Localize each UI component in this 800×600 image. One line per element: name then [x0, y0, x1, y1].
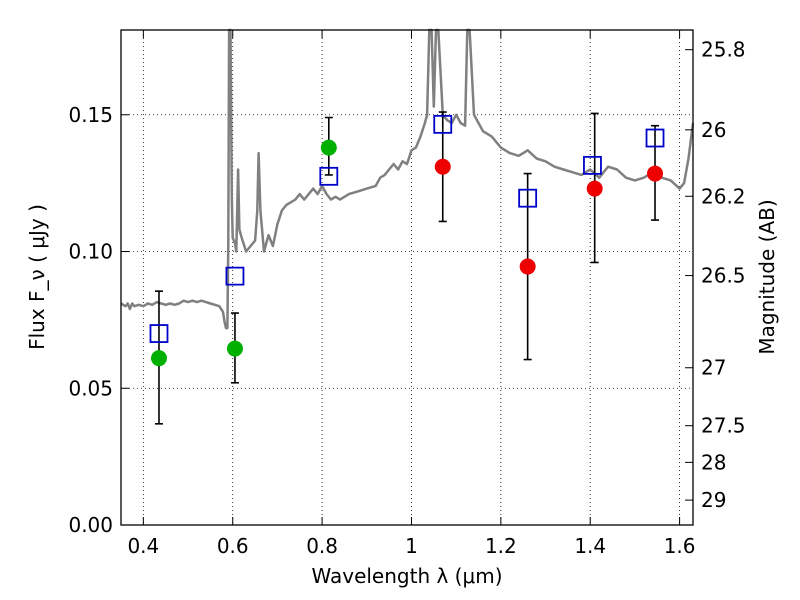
y2-axis-label: Magnitude (AB) [755, 199, 779, 354]
model-photometry-squares [149, 114, 665, 343]
x-tick-label: 1 [405, 534, 418, 558]
model-photometry-point [645, 128, 665, 148]
data-point [320, 139, 337, 156]
data-point [434, 158, 451, 175]
model-photometry-point [319, 166, 339, 186]
model-photometry-point [583, 155, 602, 175]
y2-tick-label: 27 [701, 356, 726, 380]
data-point [586, 180, 603, 197]
x-tick-label: 0.8 [306, 534, 338, 558]
plot-frame [120, 29, 694, 526]
data-point [647, 165, 664, 182]
data-point [226, 340, 243, 357]
y-tick-label: 0.00 [68, 513, 113, 537]
y2-tick-label: 27.5 [701, 414, 746, 438]
observed-photometry-points [150, 139, 664, 367]
x-tick-label: 0.4 [127, 534, 159, 558]
y2-tick-label: 28 [701, 450, 726, 474]
grid [121, 30, 693, 525]
y-tick-label: 0.15 [68, 103, 113, 127]
model-photometry-point [433, 114, 453, 134]
model-photometry-point [225, 266, 245, 286]
x-tick-label: 1.4 [574, 534, 606, 558]
model-spectrum [120, 28, 695, 330]
model-photometry-point [518, 188, 538, 208]
model-photometry-point [149, 324, 169, 343]
axis-ticks [121, 30, 693, 526]
y2-tick-label: 26.5 [701, 264, 746, 288]
y-tick-label: 0.05 [68, 376, 113, 400]
y-tick-label: 0.10 [68, 240, 113, 264]
x-tick-label: 0.6 [217, 534, 249, 558]
axis-tick-labels: 0.4 0.6 0.8 1 1.2 1.4 1.6 0.00 0.05 0.10 0.15 25.8 2… [68, 38, 745, 558]
x-axis-label: Wavelength λ (μm) [311, 564, 502, 588]
y2-tick-label: 26.2 [701, 184, 746, 208]
x-tick-label: 1.6 [664, 534, 696, 558]
x-tick-label: 1.2 [485, 534, 517, 558]
data-point [519, 258, 536, 275]
y-axis-label: Flux F_ν ( μJy ) [25, 204, 49, 350]
y2-tick-label: 29 [701, 488, 726, 512]
y2-tick-label: 26 [701, 118, 726, 142]
data-point [150, 350, 167, 367]
model-spectrum-line [120, 28, 695, 330]
y2-tick-label: 25.8 [701, 38, 746, 62]
